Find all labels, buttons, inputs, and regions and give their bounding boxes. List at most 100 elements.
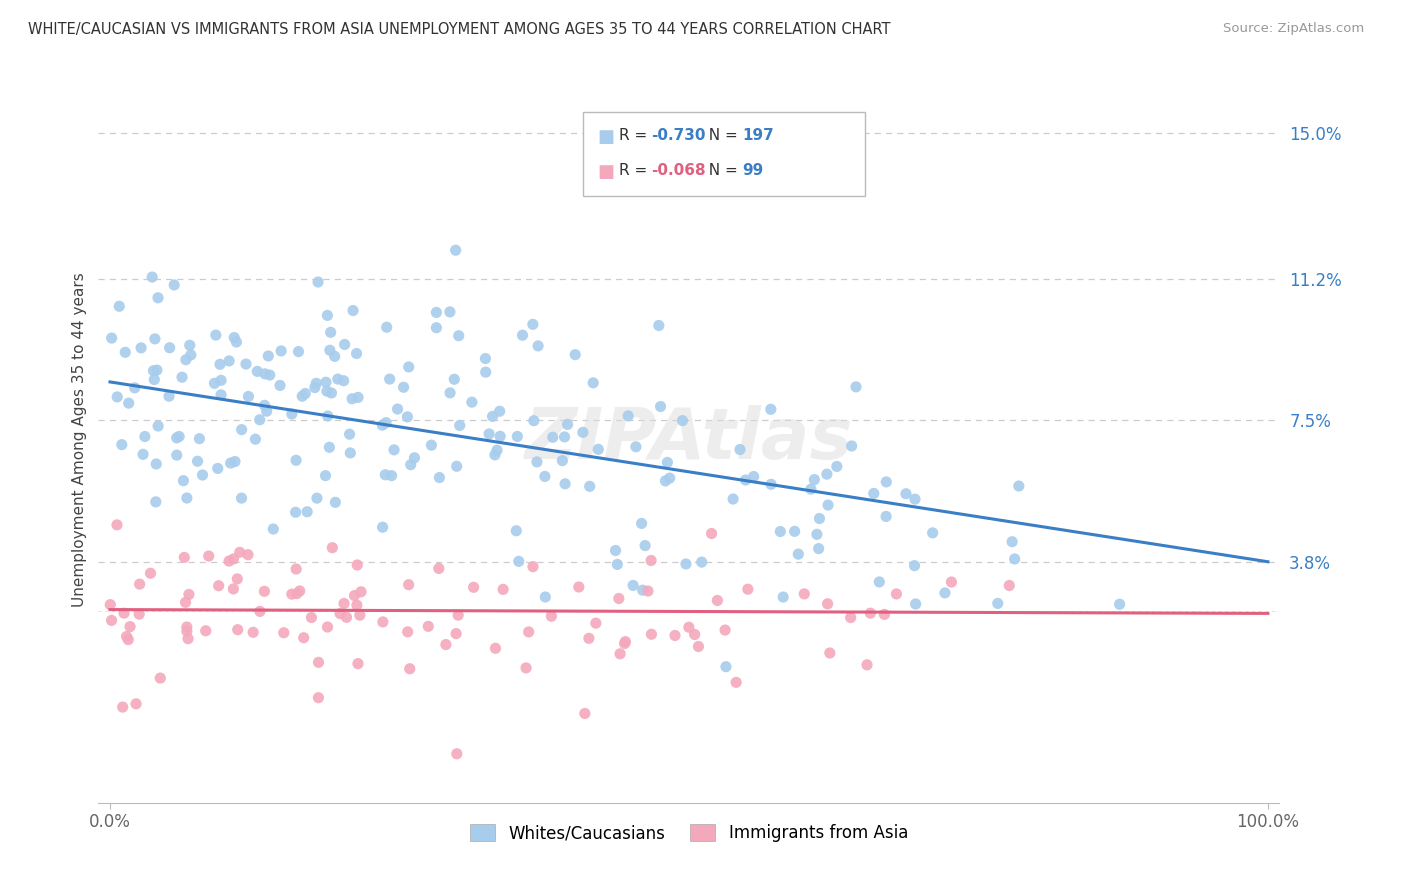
Point	[288, 584, 311, 599]
Point	[259, 368, 281, 382]
Point	[292, 631, 315, 645]
Point	[125, 697, 148, 711]
Point	[734, 473, 756, 487]
Point	[269, 378, 291, 392]
Point	[316, 409, 339, 423]
Point	[374, 467, 396, 482]
Point	[998, 578, 1021, 592]
Point	[143, 332, 166, 346]
Legend: Whites/Caucasians, Immigrants from Asia: Whites/Caucasians, Immigrants from Asia	[464, 817, 914, 849]
Point	[295, 505, 318, 519]
Point	[512, 328, 534, 343]
Point	[242, 625, 264, 640]
Point	[333, 337, 356, 351]
Point	[163, 277, 186, 292]
Point	[132, 447, 155, 461]
Point	[446, 459, 468, 474]
Point	[675, 557, 697, 571]
Point	[541, 430, 564, 444]
Point	[194, 624, 217, 638]
Point	[841, 439, 863, 453]
Point	[381, 468, 404, 483]
Point	[257, 349, 280, 363]
Point	[191, 468, 214, 483]
Point	[398, 359, 420, 374]
Point	[420, 438, 443, 452]
Point	[630, 516, 652, 531]
Point	[688, 640, 710, 654]
Point	[146, 419, 169, 434]
Point	[157, 389, 180, 403]
Point	[236, 548, 259, 562]
Point	[1001, 534, 1024, 549]
Point	[118, 619, 141, 633]
Point	[987, 596, 1010, 610]
Point	[427, 561, 450, 575]
Point	[568, 580, 591, 594]
Point	[759, 402, 782, 417]
Point	[308, 656, 330, 670]
Text: ZIPAtlas: ZIPAtlas	[524, 405, 853, 474]
Point	[111, 437, 134, 451]
Point	[347, 391, 370, 405]
Point	[112, 606, 135, 620]
Point	[657, 455, 679, 469]
Point	[305, 491, 328, 505]
Point	[396, 624, 419, 639]
Point	[941, 575, 963, 590]
Point	[742, 469, 765, 483]
Point	[564, 348, 586, 362]
Point	[769, 524, 792, 539]
Point	[856, 657, 879, 672]
Point	[484, 448, 506, 462]
Point	[329, 607, 352, 621]
Point	[489, 429, 512, 443]
Point	[218, 354, 240, 368]
Point	[650, 400, 672, 414]
Point	[585, 616, 607, 631]
Point	[339, 446, 361, 460]
Point	[294, 386, 316, 401]
Point	[180, 348, 202, 362]
Point	[631, 583, 654, 598]
Text: 197: 197	[742, 128, 775, 143]
Point	[100, 613, 122, 627]
Point	[253, 367, 276, 381]
Point	[108, 299, 131, 313]
Point	[231, 423, 253, 437]
Point	[319, 326, 342, 340]
Point	[332, 374, 354, 388]
Point	[114, 345, 136, 359]
Point	[129, 341, 152, 355]
Point	[527, 339, 550, 353]
Point	[98, 598, 121, 612]
Point	[825, 459, 848, 474]
Point	[690, 555, 713, 569]
Point	[253, 584, 276, 599]
Text: -0.730: -0.730	[651, 128, 706, 143]
Point	[343, 589, 366, 603]
Point	[143, 373, 166, 387]
Point	[315, 468, 337, 483]
Point	[170, 370, 193, 384]
Point	[488, 404, 510, 418]
Point	[145, 495, 167, 509]
Point	[624, 440, 647, 454]
Point	[845, 380, 868, 394]
Point	[725, 675, 748, 690]
Point	[218, 554, 240, 568]
Point	[349, 608, 371, 623]
Point	[100, 331, 122, 345]
Point	[245, 432, 267, 446]
Point	[806, 527, 828, 541]
Point	[124, 381, 146, 395]
Y-axis label: Unemployment Among Ages 35 to 44 years: Unemployment Among Ages 35 to 44 years	[72, 272, 87, 607]
Point	[506, 429, 529, 443]
Point	[634, 539, 657, 553]
Point	[371, 615, 394, 629]
Point	[578, 479, 600, 493]
Point	[375, 416, 398, 430]
Point	[425, 305, 447, 319]
Point	[145, 457, 167, 471]
Point	[609, 647, 631, 661]
